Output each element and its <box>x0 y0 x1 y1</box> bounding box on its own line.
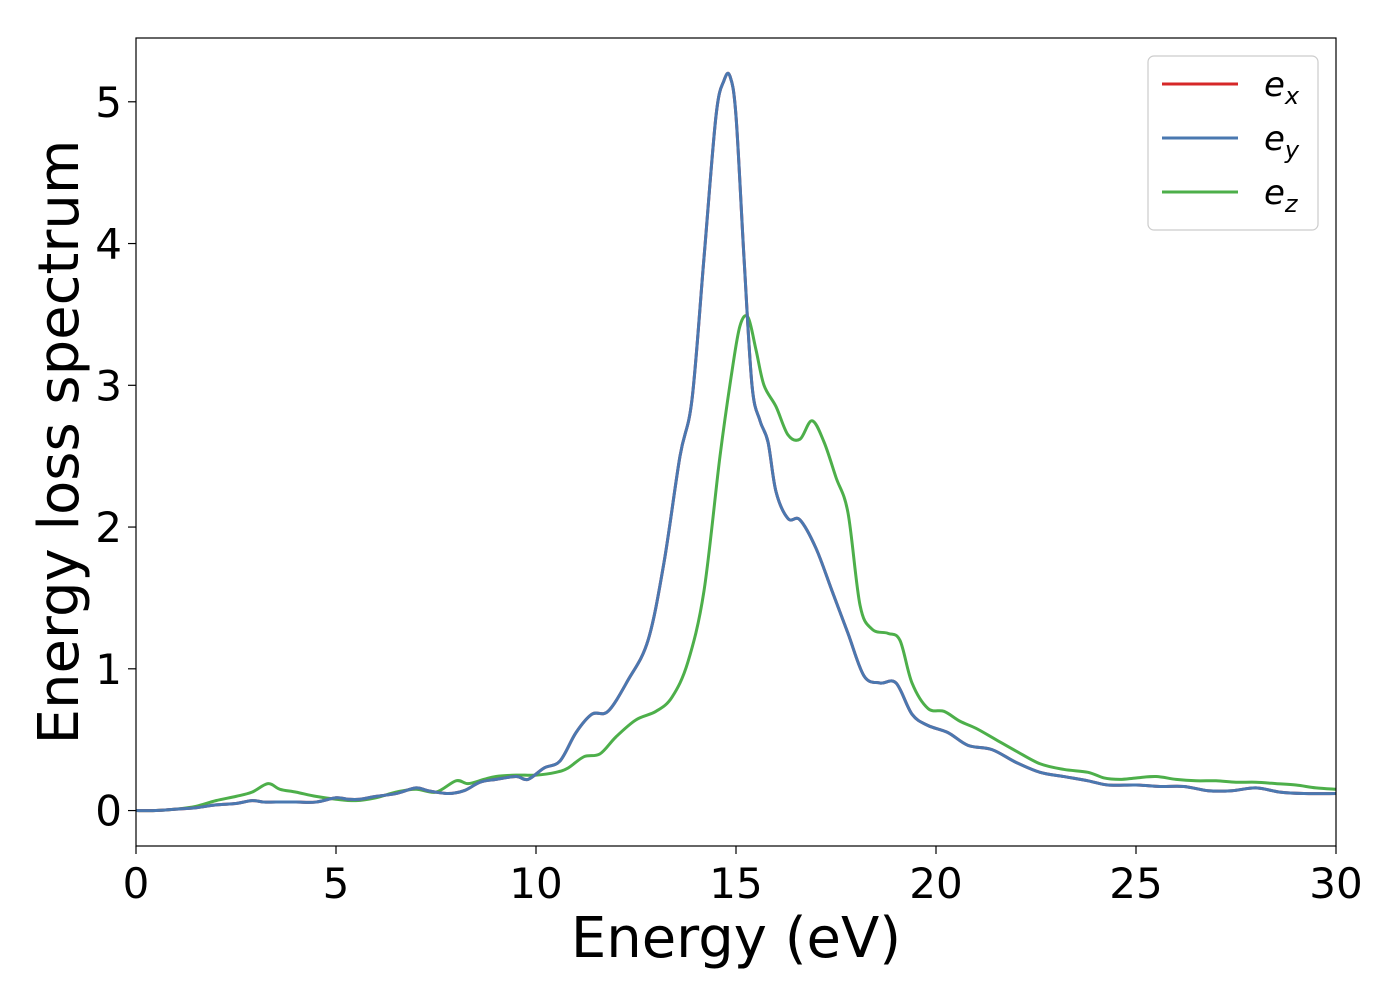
y-tick-label: 1 <box>95 645 122 694</box>
legend-label-base: e <box>1264 65 1285 105</box>
legend-box <box>1147 55 1319 231</box>
x-tick-label: 25 <box>1109 859 1162 908</box>
x-tick-label: 15 <box>709 859 762 908</box>
x-tick-label: 20 <box>909 859 962 908</box>
x-axis-ticks: 0 5 10 15 20 25 30 <box>123 846 1363 908</box>
series-line-e-y <box>136 71 1336 813</box>
x-tick-label: 10 <box>509 859 562 908</box>
y-tick-label: 3 <box>95 361 122 410</box>
legend-label-base: e <box>1264 173 1285 213</box>
plot-lines <box>136 71 1336 813</box>
legend-label-subscript: z <box>1284 190 1299 218</box>
y-tick-label: 4 <box>95 220 122 269</box>
y-tick-label: 0 <box>95 787 122 836</box>
legend-label-z: ez <box>1264 173 1299 218</box>
x-axis-label: Energy (eV) <box>571 906 901 971</box>
y-axis-label: Energy loss spectrum <box>27 140 92 745</box>
legend-label-subscript: x <box>1284 82 1300 110</box>
legend-label-y: ey <box>1264 119 1300 164</box>
y-tick-label: 2 <box>95 503 122 552</box>
legend-label-base: e <box>1264 119 1285 159</box>
legend-label-subscript: y <box>1284 136 1300 164</box>
x-tick-label: 30 <box>1309 859 1362 908</box>
x-tick-label: 0 <box>123 859 150 908</box>
y-tick-label: 5 <box>95 78 122 127</box>
series-line-e-z <box>136 314 1336 813</box>
y-axis-ticks: 0 1 2 3 4 5 <box>95 78 136 836</box>
x-tick-label: 5 <box>323 859 350 908</box>
legend-label-x: ex <box>1264 65 1300 110</box>
